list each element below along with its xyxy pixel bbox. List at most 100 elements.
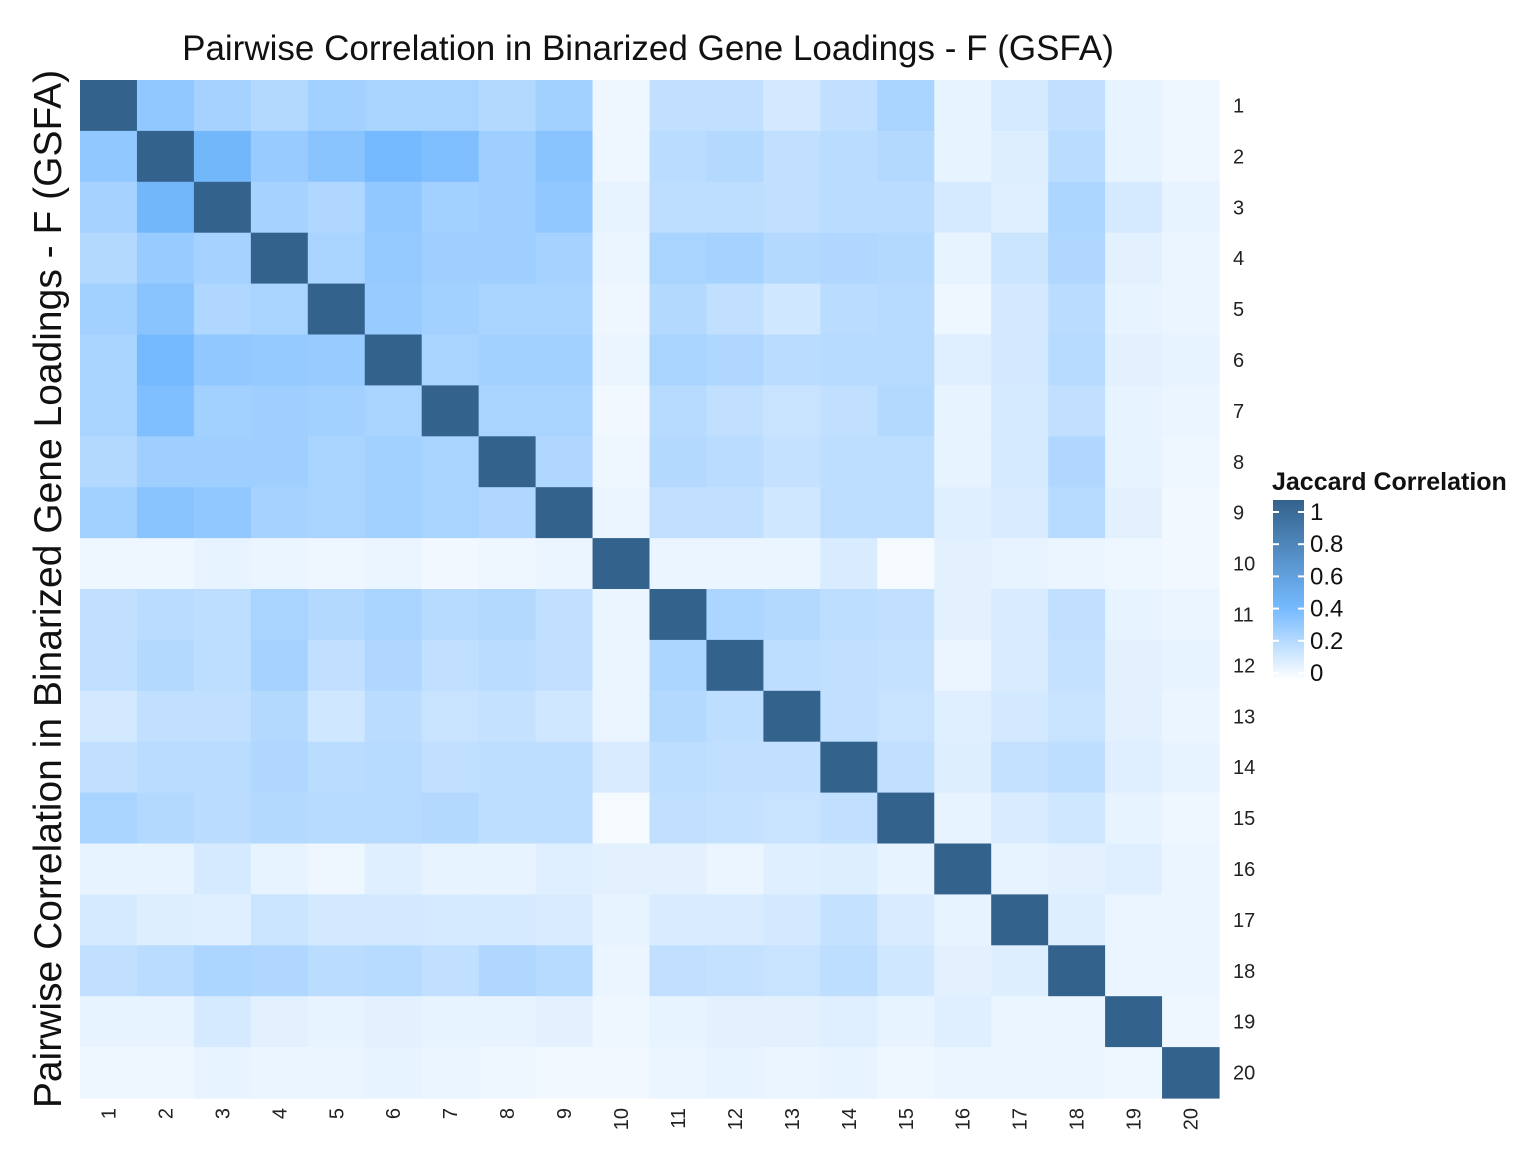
heatmap-cell-r6-c11 [649, 334, 708, 386]
heatmap-cell-r16-c4 [250, 843, 309, 895]
heatmap-cell-r17-c19 [1105, 894, 1163, 946]
heatmap-cell-r6-c1 [80, 334, 138, 386]
heatmap-cell-r4-c17 [991, 232, 1049, 285]
column-tick-label: 12 [725, 1108, 747, 1130]
heatmap-cell-r3-c13 [763, 181, 821, 234]
row-tick-label: 8 [1233, 452, 1244, 474]
heatmap-cell-r14-c18 [1048, 741, 1106, 794]
heatmap-cell-r6-c19 [1105, 334, 1163, 386]
heatmap-cell-r1-c13 [763, 80, 821, 132]
heatmap-cell-r15-c17 [991, 792, 1049, 845]
row-tick-label: 16 [1233, 859, 1255, 881]
heatmap-cell-r16-c5 [307, 843, 366, 895]
heatmap-cell-r12-c12 [706, 639, 764, 692]
heatmap-cell-r14-c10 [592, 741, 651, 794]
heatmap-cell-r19-c10 [592, 996, 651, 1048]
heatmap-cell-r10-c13 [763, 538, 821, 590]
heatmap-cell-r2-c9 [535, 130, 594, 183]
heatmap-cell-r18-c16 [934, 945, 992, 997]
column-tick-label: 19 [1124, 1108, 1146, 1130]
heatmap-cell-r15-c16 [934, 792, 992, 845]
heatmap-cell-r9-c1 [80, 487, 138, 539]
heatmap-cell-r4-c18 [1048, 232, 1106, 285]
heatmap-cell-r13-c5 [307, 690, 366, 743]
heatmap-cell-r10-c17 [991, 538, 1049, 590]
column-tick-label: 11 [668, 1108, 690, 1129]
row-tick-label: 1 [1233, 95, 1244, 117]
heatmap-cell-r11-c16 [934, 589, 992, 641]
heatmap-cell-r11-c9 [535, 589, 594, 641]
heatmap-cell-r6-c6 [364, 334, 423, 386]
heatmap-cell-r5-c8 [478, 283, 537, 336]
heatmap-cell-r19-c18 [1048, 996, 1106, 1048]
heatmap-cell-r5-c13 [763, 283, 821, 336]
row-tick-label: 19 [1233, 1012, 1255, 1034]
heatmap-cell-r13-c16 [934, 690, 992, 743]
heatmap-cell-r13-c2 [136, 690, 195, 743]
heatmap-cell-r15-c9 [535, 792, 594, 845]
heatmap-cell-r18-c18 [1048, 945, 1106, 997]
heatmap-cell-r5-c10 [592, 283, 651, 336]
heatmap-cell-r1-c19 [1105, 80, 1163, 132]
legend-tick-label: 0 [1310, 660, 1323, 687]
heatmap-cell-r7-c3 [193, 385, 252, 437]
heatmap-cell-r12-c17 [991, 639, 1049, 692]
heatmap-cell-r17-c16 [934, 894, 992, 946]
heatmap-cell-r7-c16 [934, 385, 992, 437]
heatmap-cell-r6-c7 [421, 334, 480, 386]
heatmap-cell-r2-c20 [1162, 130, 1220, 183]
heatmap-cell-r18-c7 [421, 945, 480, 997]
heatmap-cell-r20-c8 [478, 1047, 537, 1099]
heatmap-cell-r7-c7 [421, 385, 480, 437]
heatmap-cell-r5-c7 [421, 283, 480, 336]
heatmap-cell-r6-c8 [478, 334, 537, 386]
heatmap-cell-r12-c5 [307, 639, 366, 692]
heatmap-cell-r5-c4 [250, 283, 309, 336]
heatmap-cell-r5-c14 [820, 283, 878, 336]
heatmap-cell-r12-c9 [535, 639, 594, 692]
heatmap-cell-r10-c11 [649, 538, 708, 590]
heatmap-cell-r13-c4 [250, 690, 309, 743]
heatmap-cell-r6-c18 [1048, 334, 1106, 386]
heatmap-cell-r17-c4 [250, 894, 309, 946]
heatmap-cell-r18-c6 [364, 945, 423, 997]
heatmap-cell-r14-c4 [250, 741, 309, 794]
heatmap-cell-r20-c7 [421, 1047, 480, 1099]
heatmap-cell-r8-c11 [649, 436, 708, 488]
heatmap-cell-r8-c13 [763, 436, 821, 488]
heatmap-cell-r5-c5 [307, 283, 366, 336]
legend-tick-label: 0.4 [1310, 596, 1343, 623]
heatmap-cell-r16-c9 [535, 843, 594, 895]
heatmap-cell-r13-c8 [478, 690, 537, 743]
heatmap-cell-r11-c20 [1162, 589, 1220, 641]
heatmap-cell-r19-c12 [706, 996, 764, 1048]
heatmap-cell-r5-c11 [649, 283, 708, 336]
heatmap-cell-r11-c14 [820, 589, 878, 641]
heatmap-cell-r8-c15 [877, 436, 935, 488]
heatmap-cell-r7-c14 [820, 385, 878, 437]
heatmap-cell-r13-c12 [706, 690, 764, 743]
heatmap-cell-r4-c3 [193, 232, 252, 285]
heatmap-cell-r7-c19 [1105, 385, 1163, 437]
row-tick-label: 6 [1233, 350, 1244, 372]
row-tick-label: 17 [1233, 910, 1255, 932]
row-tick-label: 2 [1233, 146, 1244, 168]
heatmap-cell-r1-c6 [364, 80, 423, 132]
heatmap-cell-r3-c5 [307, 181, 366, 234]
heatmap-cell-r19-c20 [1162, 996, 1220, 1048]
heatmap-cell-r15-c8 [478, 792, 537, 845]
heatmap-cell-r3-c18 [1048, 181, 1106, 234]
heatmap-cell-r8-c6 [364, 436, 423, 488]
heatmap-cell-r9-c19 [1105, 487, 1163, 539]
heatmap-cell-r5-c19 [1105, 283, 1163, 336]
heatmap-cell-r10-c6 [364, 538, 423, 590]
heatmap-cell-r17-c18 [1048, 894, 1106, 946]
heatmap-cell-r12-c3 [193, 639, 252, 692]
column-tick-label: 15 [896, 1108, 918, 1130]
row-tick-label: 12 [1233, 655, 1255, 677]
row-tick-label: 9 [1233, 503, 1244, 525]
heatmap-cell-r11-c18 [1048, 589, 1106, 641]
heatmap-cell-r1-c8 [478, 80, 537, 132]
heatmap-cell-r13-c17 [991, 690, 1049, 743]
